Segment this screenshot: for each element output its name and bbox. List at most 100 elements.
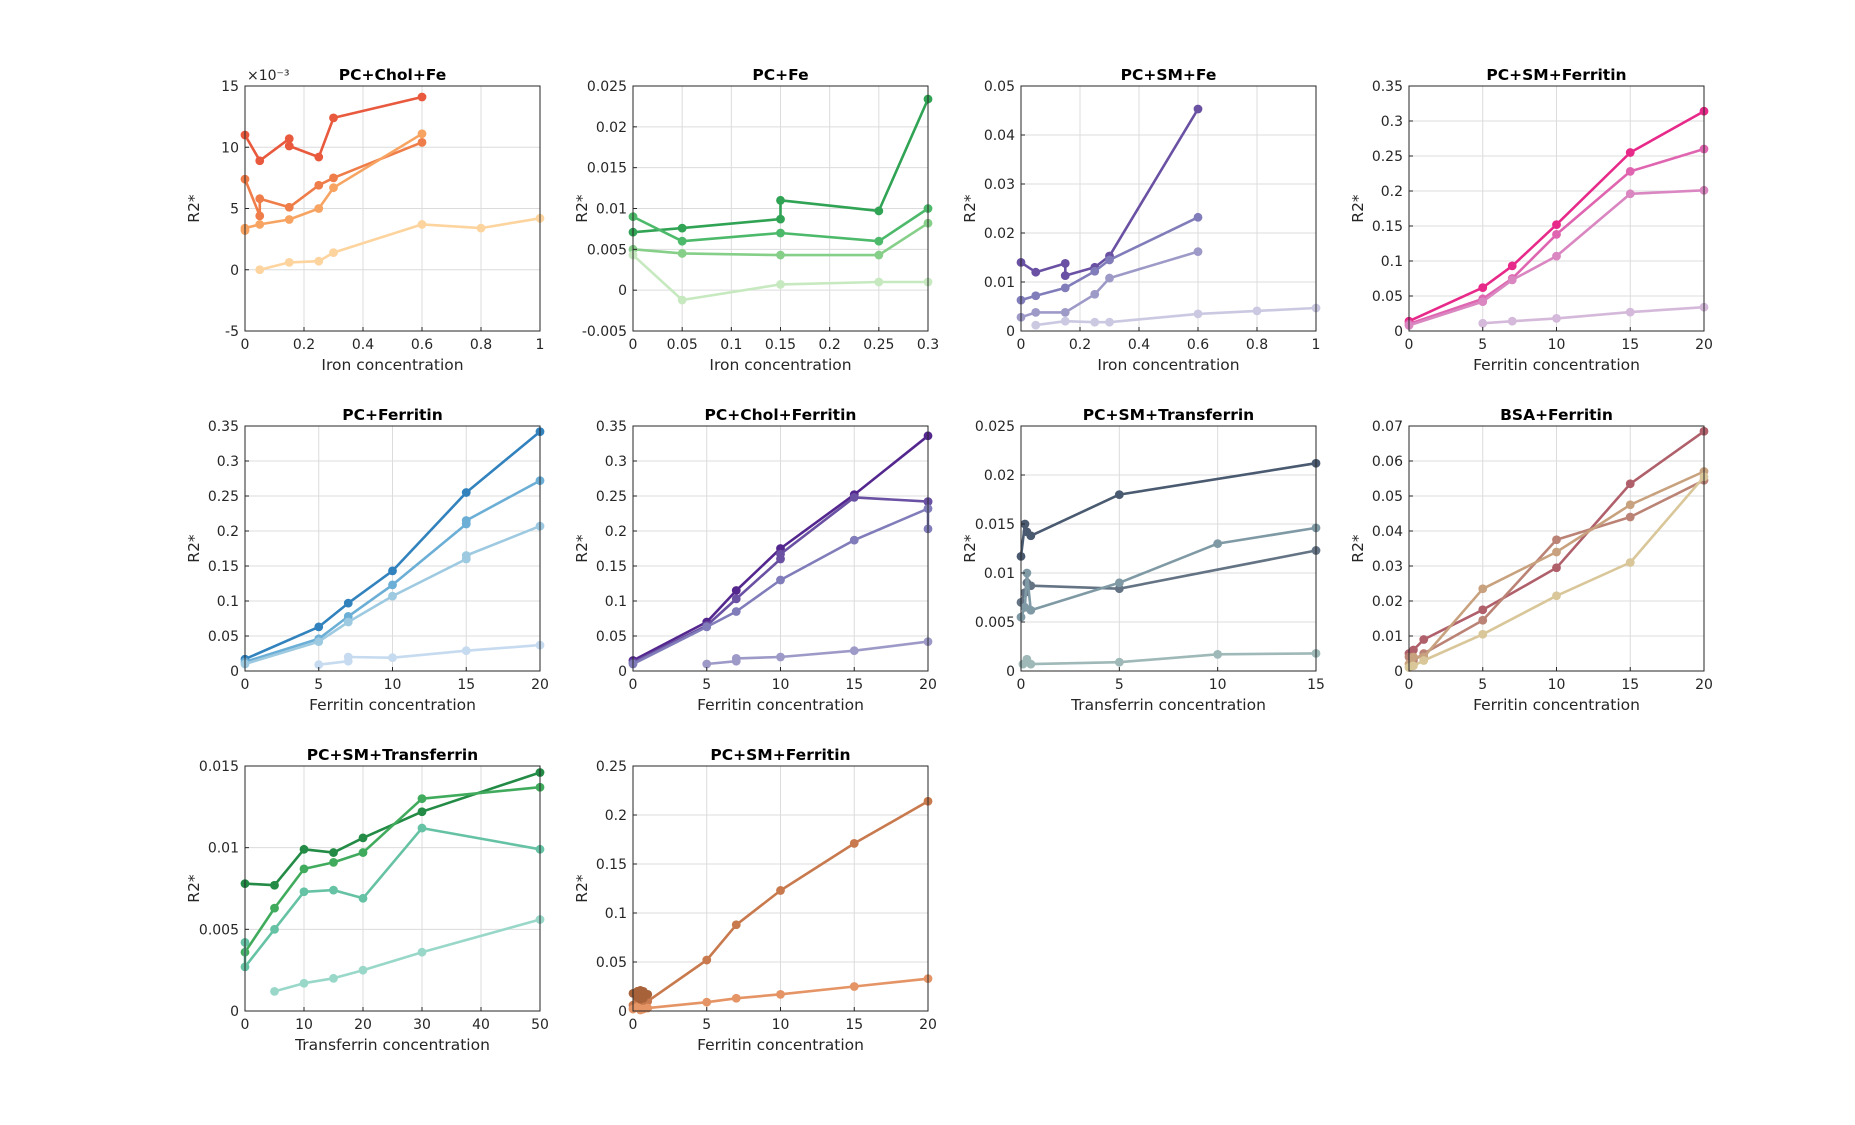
- data-point: [1031, 320, 1041, 330]
- chart-title: PC+SM+Ferritin: [1486, 66, 1626, 84]
- x-tick-label: 10: [1209, 677, 1227, 693]
- data-point: [358, 893, 368, 903]
- data-point: [776, 280, 785, 289]
- data-point: [329, 973, 338, 983]
- data-point: [1478, 629, 1488, 639]
- data-point: [1193, 104, 1203, 114]
- data-point: [358, 965, 368, 975]
- x-tick-label: 0: [1405, 677, 1414, 693]
- data-point: [731, 586, 741, 595]
- series-line: [243, 826, 541, 969]
- data-point: [643, 1003, 653, 1013]
- y-tick-label: 0: [1394, 324, 1403, 340]
- data-point: [314, 204, 324, 213]
- data-point: [1409, 645, 1418, 655]
- x-tick-label: 15: [1621, 337, 1639, 353]
- y-tick-label: 0.1: [217, 594, 239, 610]
- data-point: [1022, 568, 1032, 578]
- x-tick-label: 0: [629, 337, 638, 353]
- data-point: [1105, 317, 1114, 327]
- data-point: [314, 180, 324, 190]
- y-axis-label: R2*: [185, 874, 203, 903]
- data-point: [1026, 659, 1036, 669]
- data-point: [874, 250, 884, 260]
- series-line: [1035, 306, 1317, 327]
- data-point: [731, 654, 741, 663]
- y-axis-label: R2*: [961, 194, 979, 223]
- y-tick-label: 0.3: [217, 454, 239, 470]
- data-point: [1625, 512, 1635, 522]
- data-point: [1114, 657, 1124, 667]
- x-tick-label: 5: [702, 677, 711, 693]
- x-axis-label: Ferritin concentration: [309, 696, 476, 714]
- y-tick-label: 0.005: [587, 242, 627, 258]
- data-point: [1193, 247, 1203, 257]
- x-tick-label: 0.2: [1069, 337, 1091, 353]
- y-axis-label: R2*: [573, 534, 591, 563]
- x-tick-label: 0: [241, 677, 250, 693]
- series-line: [244, 430, 541, 661]
- data-point: [1409, 661, 1418, 671]
- data-point: [476, 223, 486, 233]
- y-tick-label: 0.1: [605, 906, 627, 922]
- data-point: [358, 833, 368, 843]
- chart-title: BSA+Ferritin: [1500, 406, 1613, 424]
- y-axis-label: R2*: [573, 874, 591, 903]
- data-point: [1252, 306, 1262, 316]
- y-tick-label: 0.03: [984, 177, 1015, 193]
- data-point: [255, 194, 265, 204]
- axes-box: [1020, 85, 1317, 332]
- y-tick-label: 0.05: [1372, 289, 1403, 305]
- data-point: [776, 228, 785, 238]
- data-point: [314, 660, 324, 670]
- data-point: [731, 993, 741, 1003]
- x-tick-label: 20: [1695, 677, 1713, 693]
- y-tick-label: 0.015: [199, 759, 239, 775]
- y-tick-label: 0.35: [596, 419, 627, 435]
- y-axis-label: R2*: [1349, 194, 1367, 223]
- y-tick-label: 0.01: [596, 202, 627, 218]
- data-point: [849, 839, 859, 848]
- data-point: [849, 982, 859, 991]
- data-point: [677, 249, 687, 258]
- x-tick-label: 20: [531, 677, 549, 693]
- series-line: [1408, 147, 1705, 326]
- data-point: [299, 978, 309, 988]
- data-point: [1625, 167, 1635, 176]
- x-tick-label: 0.4: [352, 337, 374, 353]
- x-tick-label: 10: [772, 1017, 790, 1033]
- x-axis-label: Transferrin concentration: [1070, 696, 1266, 714]
- data-point: [1478, 297, 1488, 306]
- data-point: [343, 652, 353, 662]
- data-point: [388, 591, 397, 601]
- y-axis-label: R2*: [185, 534, 203, 563]
- data-point: [255, 265, 265, 275]
- y-tick-label: 0.05: [984, 79, 1015, 95]
- data-point: [731, 594, 741, 604]
- data-point: [255, 156, 265, 166]
- x-tick-label: 0: [241, 1017, 250, 1033]
- data-point: [1478, 584, 1488, 594]
- y-tick-label: 10: [221, 140, 239, 156]
- x-tick-label: 15: [845, 1017, 863, 1033]
- chart-title: PC+Chol+Fe: [339, 66, 447, 84]
- data-point: [314, 637, 324, 646]
- y-tick-label: 0.04: [1372, 524, 1403, 540]
- data-point: [1105, 273, 1114, 283]
- data-point: [417, 807, 427, 817]
- data-point: [1552, 547, 1561, 557]
- x-axis-label: Ferritin concentration: [697, 696, 864, 714]
- chart-title: PC+Chol+Ferritin: [705, 406, 857, 424]
- data-point: [1105, 255, 1114, 265]
- x-tick-label: 0: [1017, 337, 1026, 353]
- y-tick-label: 0.005: [975, 615, 1015, 631]
- data-point: [255, 220, 265, 229]
- data-point: [1552, 251, 1561, 261]
- x-tick-label: 0.1: [720, 337, 742, 353]
- y-tick-label: 0.02: [1372, 594, 1403, 610]
- x-tick-label: 0.25: [863, 337, 894, 353]
- data-point: [329, 885, 338, 895]
- data-point: [677, 236, 687, 246]
